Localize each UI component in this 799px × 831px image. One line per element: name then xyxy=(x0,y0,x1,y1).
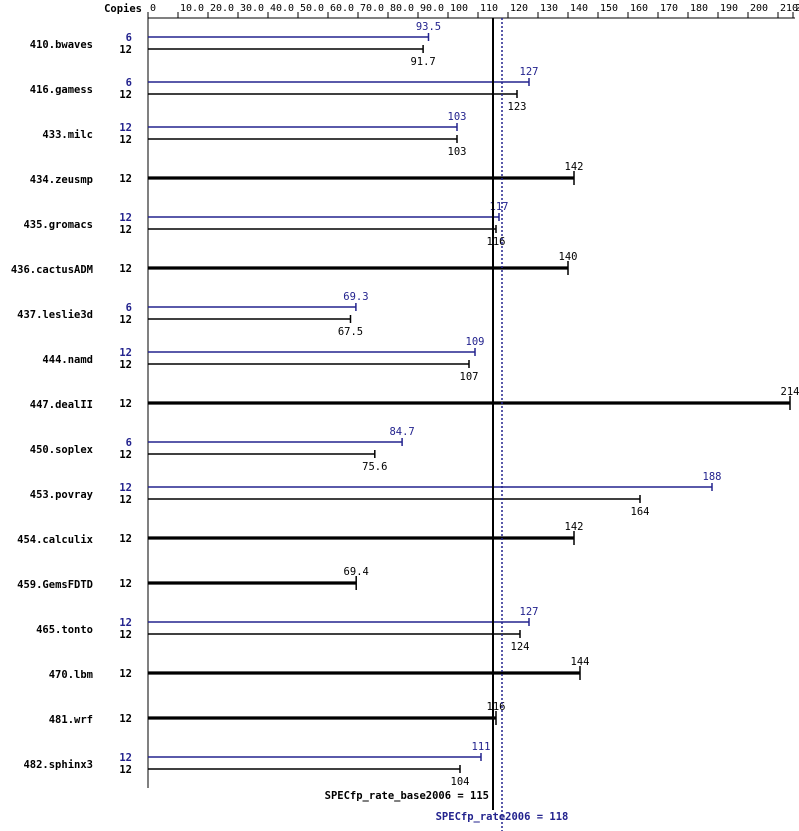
value-label: 123 xyxy=(508,101,527,113)
x-tick-label: 150 xyxy=(600,3,618,14)
value-label: 67.5 xyxy=(338,326,363,338)
value-label: 117 xyxy=(490,201,509,213)
benchmark-label: 435.gromacs xyxy=(23,219,93,231)
value-label: 107 xyxy=(460,371,479,383)
value-label: 116 xyxy=(487,701,506,713)
benchmark-label: 410.bwaves xyxy=(30,39,93,51)
x-tick-label: 80.0 xyxy=(390,3,414,14)
value-label: 109 xyxy=(466,336,485,348)
value-label: 142 xyxy=(565,521,584,533)
reference-label: SPECfp_rate_base2006 = 115 xyxy=(325,790,489,802)
copies-label: 12 xyxy=(119,122,132,134)
value-label: 103 xyxy=(448,111,467,123)
benchmark-label: 481.wrf xyxy=(49,714,93,726)
value-label: 103 xyxy=(448,146,467,158)
copies-label: 12 xyxy=(119,494,132,506)
benchmark-label: 436.cactusADM xyxy=(11,264,93,276)
copies-label: 12 xyxy=(119,482,132,494)
copies-label: 12 xyxy=(119,359,132,371)
x-tick-label: 60.0 xyxy=(330,3,354,14)
copies-label: 12 xyxy=(119,617,132,629)
x-tick-label: 90.0 xyxy=(420,3,444,14)
copies-label: 12 xyxy=(119,224,132,236)
copies-label: 12 xyxy=(119,173,132,185)
copies-label: 12 xyxy=(119,263,132,275)
x-tick-label: 130 xyxy=(540,3,558,14)
benchmark-label: 433.milc xyxy=(42,129,93,141)
value-label: 69.4 xyxy=(344,566,369,578)
x-tick-label: 170 xyxy=(660,3,678,14)
copies-label: 6 xyxy=(126,437,132,449)
copies-label: 12 xyxy=(119,314,132,326)
copies-label: 12 xyxy=(119,578,132,590)
value-label: 69.3 xyxy=(343,291,368,303)
x-tick-label: 140 xyxy=(570,3,588,14)
benchmark-label: 454.calculix xyxy=(17,534,94,546)
value-label: 164 xyxy=(631,506,650,518)
benchmark-label: 482.sphinx3 xyxy=(23,759,93,771)
copies-label: 12 xyxy=(119,398,132,410)
copies-label: 12 xyxy=(119,668,132,680)
benchmark-label: 459.GemsFDTD xyxy=(17,579,93,591)
value-label: 144 xyxy=(571,656,590,668)
value-label: 116 xyxy=(487,236,506,248)
benchmark-label: 437.leslie3d xyxy=(17,309,93,321)
reference-label: SPECfp_rate2006 = 118 xyxy=(436,811,569,823)
benchmark-label: 450.soplex xyxy=(30,444,94,456)
value-label: 124 xyxy=(511,641,530,653)
benchmark-label: 447.dealII xyxy=(30,399,93,411)
x-tick-label: 70.0 xyxy=(360,3,384,14)
x-tick-label: 180 xyxy=(690,3,708,14)
copies-header: Copies xyxy=(104,3,142,15)
x-tick-label: 40.0 xyxy=(270,3,294,14)
benchmark-label: 444.namd xyxy=(42,354,93,366)
copies-label: 12 xyxy=(119,629,132,641)
x-tick-label: 190 xyxy=(720,3,738,14)
value-label: 140 xyxy=(559,251,578,263)
copies-label: 12 xyxy=(119,764,132,776)
copies-label: 12 xyxy=(119,134,132,146)
benchmark-label: 416.gamess xyxy=(30,84,93,96)
copies-label: 12 xyxy=(119,212,132,224)
copies-label: 12 xyxy=(119,713,132,725)
value-label: 127 xyxy=(520,606,539,618)
x-tick-label: 20.0 xyxy=(210,3,234,14)
x-tick-label: 160 xyxy=(630,3,648,14)
copies-label: 12 xyxy=(119,449,132,461)
value-label: 104 xyxy=(451,776,470,788)
x-tick-label: 10.0 xyxy=(180,3,204,14)
copies-label: 12 xyxy=(119,44,132,56)
x-tick-label: 215 xyxy=(795,3,799,14)
copies-label: 12 xyxy=(119,533,132,545)
copies-label: 6 xyxy=(126,302,132,314)
x-tick-label: 0 xyxy=(150,3,156,14)
value-label: 214 xyxy=(781,386,799,398)
value-label: 142 xyxy=(565,161,584,173)
copies-label: 12 xyxy=(119,347,132,359)
benchmark-label: 470.lbm xyxy=(49,669,93,681)
x-tick-label: 50.0 xyxy=(300,3,324,14)
value-label: 75.6 xyxy=(362,461,387,473)
benchmark-label: 453.povray xyxy=(30,489,94,501)
value-label: 111 xyxy=(472,741,491,753)
x-tick-label: 110 xyxy=(480,3,498,14)
value-label: 127 xyxy=(520,66,539,78)
copies-label: 12 xyxy=(119,752,132,764)
value-label: 93.5 xyxy=(416,21,441,33)
copies-label: 6 xyxy=(126,32,132,44)
benchmark-label: 465.tonto xyxy=(36,624,93,636)
copies-label: 12 xyxy=(119,89,132,101)
copies-label: 6 xyxy=(126,77,132,89)
value-label: 84.7 xyxy=(389,426,414,438)
x-tick-label: 120 xyxy=(510,3,528,14)
x-tick-label: 100 xyxy=(450,3,468,14)
benchmark-label: 434.zeusmp xyxy=(30,174,93,186)
x-tick-label: 200 xyxy=(750,3,768,14)
x-tick-label: 210 xyxy=(780,3,798,14)
x-tick-label: 30.0 xyxy=(240,3,264,14)
value-label: 91.7 xyxy=(410,56,435,68)
value-label: 188 xyxy=(703,471,722,483)
